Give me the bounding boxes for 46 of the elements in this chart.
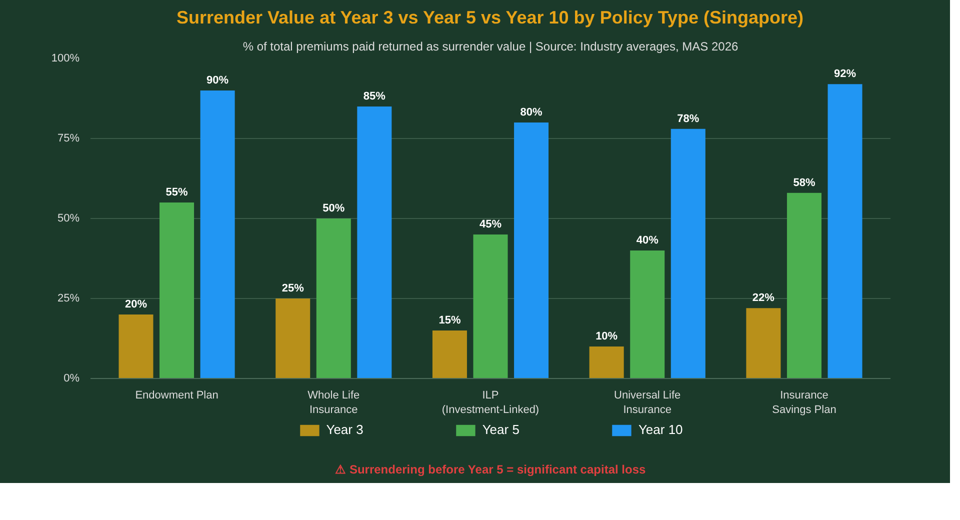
data-label: 25% <box>282 282 304 294</box>
x-tick-label: Whole Life Insurance <box>308 390 360 416</box>
data-label: 40% <box>636 234 659 246</box>
data-label: 90% <box>206 74 229 86</box>
bar <box>276 298 310 378</box>
chart-subtitle: % of total premiums paid returned as surrender value | Source: Industry averages, MAS 2026 <box>242 40 739 54</box>
legend-label: Year 5 <box>482 422 520 437</box>
x-tick-label: ILP (Investment-Linked) <box>442 390 540 416</box>
data-label: 55% <box>166 186 188 198</box>
data-label: 45% <box>479 218 502 230</box>
bar <box>670 128 706 378</box>
data-label: 20% <box>124 298 148 310</box>
y-tick-label: 50% <box>57 212 80 224</box>
y-tick-label: 0% <box>64 372 80 384</box>
bar <box>160 202 194 378</box>
bar <box>473 234 508 378</box>
bar <box>118 314 154 378</box>
legend-label: Year 10 <box>638 422 683 437</box>
legend-label: Year 3 <box>326 422 364 437</box>
x-tick-label: Insurance Savings Plan <box>772 390 836 416</box>
y-tick-label: 75% <box>57 132 80 144</box>
data-label: 10% <box>596 330 618 342</box>
bar <box>432 330 467 378</box>
data-label: 58% <box>793 176 816 189</box>
data-label: 80% <box>520 106 543 118</box>
data-label: 50% <box>322 202 345 214</box>
x-tick-label: Endowment Plan <box>135 390 218 402</box>
bar <box>630 250 665 378</box>
chart-title: Surrender Value at Year 3 vs Year 5 vs Year 10 by Policy Type (Singapore) <box>176 8 804 28</box>
bar <box>316 218 351 378</box>
data-label: 22% <box>752 292 775 304</box>
bar <box>589 346 624 378</box>
data-label: 92% <box>834 68 856 80</box>
bar <box>828 84 862 378</box>
bar <box>786 192 822 378</box>
data-label: 85% <box>363 90 386 102</box>
bar <box>200 90 235 378</box>
bar <box>357 106 392 378</box>
bar <box>514 122 549 378</box>
data-label: 15% <box>438 314 461 326</box>
data-label: 78% <box>677 112 700 125</box>
text: ⚠ Surrendering before Year 5 = significant capital loss <box>335 462 646 476</box>
x-tick-label: Universal Life Insurance <box>614 390 681 416</box>
y-tick-label: 25% <box>57 292 80 304</box>
y-tick-label: 100% <box>51 52 80 64</box>
bar <box>746 308 781 378</box>
